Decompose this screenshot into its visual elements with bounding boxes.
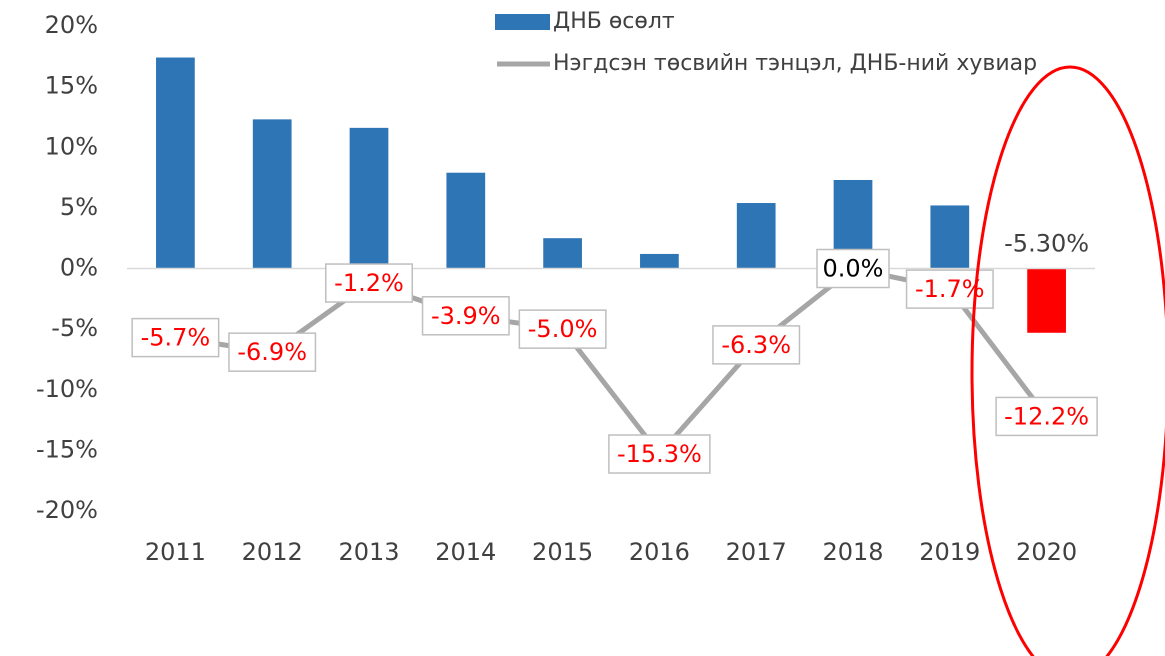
y-tick-label: -15% (36, 435, 98, 463)
data-label: -1.7% (915, 275, 985, 303)
data-label-box (228, 332, 317, 372)
y-tick-label: 10% (45, 132, 98, 160)
bar (640, 253, 679, 269)
x-tick-label: 2015 (532, 538, 593, 566)
x-tick-label: 2018 (822, 538, 883, 566)
x-tick-label: 2020 (1016, 538, 1077, 566)
data-label: -1.2% (334, 269, 404, 297)
data-label-box (325, 263, 413, 303)
data-label-box (518, 309, 607, 349)
bar (930, 205, 970, 269)
y-tick-label: 5% (60, 193, 98, 221)
data-label: -3.9% (431, 302, 501, 330)
data-label-box (712, 325, 801, 365)
data-label: -12.2% (1004, 402, 1089, 430)
data-label-box (905, 269, 994, 309)
data-label: -5.7% (141, 324, 211, 352)
x-tick-label: 2016 (629, 538, 690, 566)
x-tick-label: 2011 (145, 538, 206, 566)
bar (736, 203, 776, 269)
x-tick-label: 2012 (242, 538, 303, 566)
y-tick-label: -5% (51, 314, 98, 342)
data-label: -6.9% (237, 338, 307, 366)
bar (1027, 268, 1066, 333)
bar (543, 238, 582, 269)
data-label-box (995, 396, 1098, 437)
y-tick-label: -20% (36, 496, 98, 524)
y-tick-label: 20% (45, 11, 98, 39)
data-label-box (421, 296, 510, 336)
line (175, 265, 1049, 458)
data-label: -15.3% (617, 440, 702, 468)
legend-swatch (495, 14, 550, 30)
data-label-box (816, 248, 890, 289)
data-label: -5.30% (1004, 230, 1089, 258)
legend-label: Нэгдсэн төсвийн тэнцэл, ДНБ-ний хувиар (553, 51, 1037, 76)
data-label: 0.0% (823, 255, 884, 283)
data-label: -6.3% (721, 331, 791, 359)
data-label-box (131, 317, 220, 358)
x-tick-label: 2019 (919, 538, 980, 566)
bar (349, 127, 389, 269)
y-tick-label: -10% (36, 375, 98, 403)
legend-label: ДНБ өсөлт (553, 9, 675, 34)
bar (252, 119, 292, 269)
data-label: -5.0% (528, 315, 598, 343)
y-tick-label: 15% (45, 72, 98, 100)
highlight-ellipse (970, 65, 1165, 656)
bar (446, 172, 486, 269)
x-tick-label: 2017 (726, 538, 787, 566)
bar (156, 57, 195, 269)
data-label-box (608, 434, 711, 474)
x-tick-label: 2014 (435, 538, 496, 566)
y-tick-label: 0% (60, 254, 98, 282)
x-tick-label: 2013 (338, 538, 399, 566)
